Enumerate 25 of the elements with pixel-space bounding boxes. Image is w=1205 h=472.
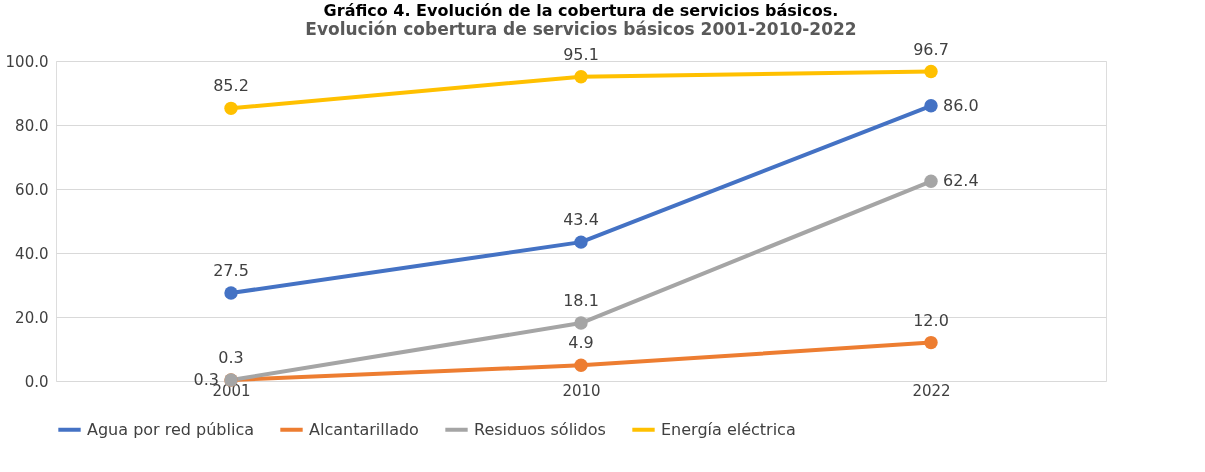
data-label: 27.5 xyxy=(213,261,249,280)
y-tick-label: 40.0 xyxy=(15,244,49,263)
y-tick-label: 60.0 xyxy=(15,180,49,199)
legend-label: Residuos sólidos xyxy=(474,419,606,439)
y-tick-label: 100.0 xyxy=(5,52,49,71)
data-label: 18.1 xyxy=(563,291,599,311)
data-label: 43.4 xyxy=(563,210,599,230)
data-label: 95.1 xyxy=(563,44,599,64)
chart-subtitle: Evolución cobertura de servicios básicos 2001-2010-2022 xyxy=(305,18,857,39)
x-tick-label: 2010 xyxy=(562,381,601,400)
legend-label: Agua por red pública xyxy=(87,419,254,439)
y-tick-label: 20.0 xyxy=(15,308,49,327)
data-label: 0.3 xyxy=(218,348,244,368)
y-tick-label: 0.0 xyxy=(24,372,49,391)
x-tick-label: 2022 xyxy=(912,381,951,400)
data-label: 96.7 xyxy=(913,39,949,59)
legend-label: Alcantarillado xyxy=(309,419,419,439)
chart-title: Gráfico 4. Evolución de la cobertura de servicios básicos. xyxy=(323,0,839,20)
data-label: 86.0 xyxy=(943,95,979,115)
data-label: 85.2 xyxy=(213,76,249,96)
data-label: 4.9 xyxy=(568,333,594,353)
data-label: 12.0 xyxy=(913,310,949,330)
y-tick-label: 80.0 xyxy=(15,116,49,135)
legend-label: Energía eléctrica xyxy=(661,419,796,439)
data-label: 62.4 xyxy=(943,171,979,191)
